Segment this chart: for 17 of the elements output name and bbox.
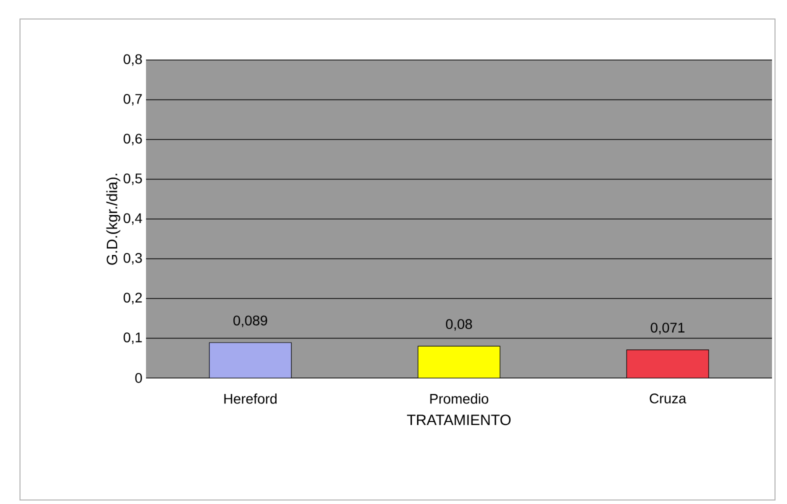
- data-label: 0,08: [446, 319, 472, 331]
- y-tick-label: 0,8: [124, 54, 142, 66]
- data-label: 0,071: [650, 322, 684, 334]
- x-tick-label: Hereford: [224, 394, 277, 404]
- y-tick-label: 0,1: [124, 332, 142, 344]
- y-axis-title: G.D.(kgr./dia).: [106, 174, 120, 265]
- data-label: 0,089: [233, 316, 268, 328]
- y-tick-label: 0,4: [124, 213, 142, 225]
- y-tick-label: 0,6: [124, 134, 142, 146]
- y-tick-label: 0: [135, 373, 142, 383]
- x-axis-title: TRATAMIENTO: [407, 414, 511, 426]
- x-tick-label: Cruza: [650, 394, 686, 404]
- x-tick-label: Promedio: [430, 394, 488, 404]
- y-tick-label: 0,5: [124, 173, 142, 186]
- y-tick-label: 0,2: [124, 292, 142, 304]
- y-tick-label: 0,7: [124, 94, 142, 106]
- y-tick-label: 0,3: [124, 252, 142, 265]
